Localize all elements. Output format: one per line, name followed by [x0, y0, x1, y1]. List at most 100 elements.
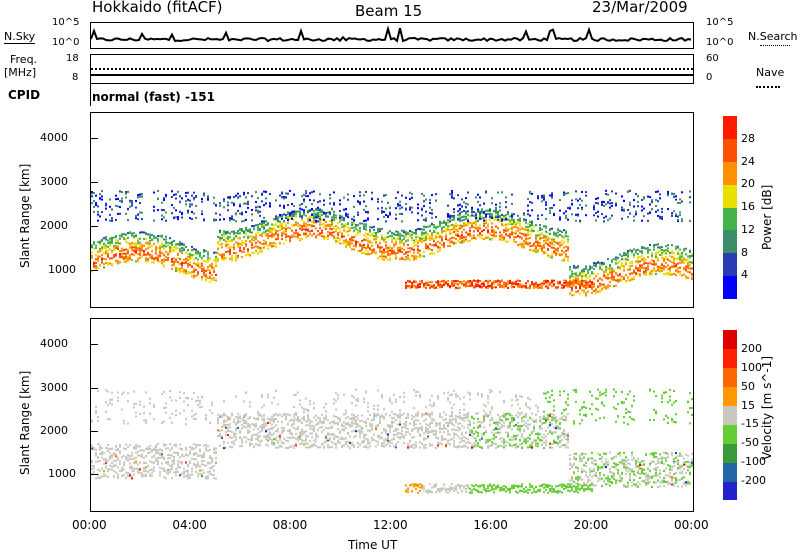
power-cell — [459, 220, 461, 223]
power-cell — [599, 290, 601, 293]
power-cell — [465, 216, 467, 219]
power-cell — [453, 242, 455, 245]
power-cell — [593, 264, 595, 267]
power-cell — [225, 245, 227, 248]
velocity-cell — [119, 452, 121, 454]
power-cell — [583, 271, 585, 274]
power-cell — [377, 244, 379, 247]
power-cell — [183, 249, 185, 251]
power-cell — [405, 286, 407, 289]
power-cell — [287, 216, 289, 219]
power-cell — [149, 243, 151, 246]
power-cell — [121, 233, 123, 236]
power-cell — [563, 191, 565, 194]
power-cell — [689, 250, 691, 253]
power-cell — [443, 230, 445, 233]
power-cell — [171, 264, 173, 267]
velocity-cell — [137, 468, 139, 471]
power-cell — [479, 231, 481, 234]
power-cell — [165, 241, 167, 243]
power-cell — [555, 253, 557, 256]
power-cell — [111, 240, 113, 243]
power-cell — [413, 231, 415, 234]
velocity-cell — [93, 447, 95, 449]
power-cell — [475, 217, 477, 220]
velocity-cell — [113, 459, 115, 462]
power-cell — [515, 283, 517, 286]
power-cell — [405, 256, 407, 258]
power-cell — [265, 220, 267, 223]
power-cell — [413, 251, 415, 254]
power-cell — [457, 210, 459, 213]
power-cell — [409, 286, 411, 289]
power-cell — [307, 234, 309, 237]
power-cell — [215, 264, 217, 267]
power-cell — [403, 238, 405, 241]
power-cell — [131, 258, 133, 261]
velocity-cell — [191, 415, 193, 418]
power-cell — [137, 260, 139, 263]
power-cell — [521, 236, 523, 239]
power-cell — [383, 248, 385, 251]
power-cell — [575, 272, 577, 275]
power-cell — [341, 215, 343, 218]
power-cell — [681, 191, 683, 194]
power-cell — [537, 217, 539, 220]
power-cell — [211, 267, 213, 270]
power-cell — [675, 273, 677, 276]
power-cell — [553, 283, 555, 286]
power-cell — [173, 240, 175, 242]
velocity-cell — [185, 423, 187, 426]
power-cell — [301, 229, 303, 232]
power-cell — [365, 249, 367, 252]
power-cell — [163, 245, 165, 248]
velocity-cell — [245, 414, 247, 417]
power-cell — [115, 254, 117, 257]
power-cell — [187, 249, 189, 252]
power-cell — [429, 284, 431, 286]
velocity-cell — [195, 470, 197, 473]
power-cell — [337, 226, 339, 229]
power-cell — [531, 224, 533, 227]
power-cell — [263, 242, 265, 245]
velocity-cell — [111, 391, 113, 394]
power-cell — [259, 210, 261, 213]
power-cell — [285, 228, 287, 231]
velocity-cell — [201, 473, 203, 476]
power-cell — [657, 257, 659, 260]
power-cell — [409, 198, 411, 201]
velocity-cell — [161, 467, 163, 470]
power-cell — [357, 211, 359, 214]
power-cell — [353, 219, 355, 222]
power-cell — [423, 233, 425, 236]
power-cell — [145, 248, 147, 251]
power-cell — [221, 235, 223, 238]
power-cell — [351, 248, 353, 251]
power-cell — [117, 262, 119, 265]
power-cell — [301, 216, 303, 219]
velocity-cell — [191, 467, 193, 470]
power-cell — [605, 215, 607, 218]
power-cell — [165, 242, 167, 245]
power-cell — [193, 198, 195, 201]
power-cell — [665, 261, 667, 264]
power-cell — [329, 225, 331, 228]
colorbar-tick-label: 28 — [741, 131, 755, 145]
power-cell — [239, 243, 241, 246]
power-cell — [399, 204, 401, 207]
velocity-cell — [159, 452, 161, 455]
velocity-cell — [105, 465, 107, 468]
power-cell — [137, 247, 139, 250]
velocity-cell — [167, 461, 169, 463]
power-cell — [209, 258, 211, 260]
power-cell — [319, 233, 321, 236]
power-cell — [383, 237, 385, 240]
power-cell — [235, 258, 237, 261]
power-cell — [265, 190, 267, 193]
power-cell — [669, 251, 671, 254]
velocity-cell — [211, 401, 213, 404]
power-cell — [457, 194, 459, 197]
power-cell — [103, 237, 105, 240]
power-cell — [673, 251, 675, 254]
power-cell — [133, 232, 135, 235]
